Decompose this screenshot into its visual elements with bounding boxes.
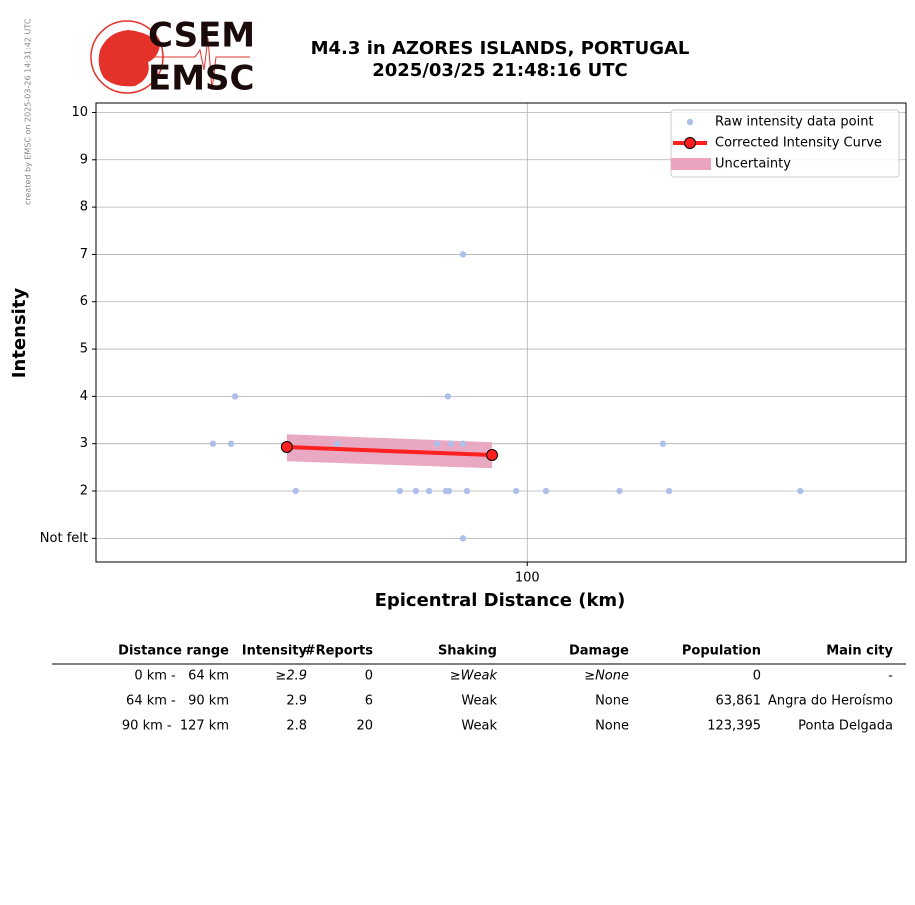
data-point: [433, 440, 441, 447]
table-cell: 123,395: [707, 719, 761, 734]
table-cell: Angra do Heroísmo: [768, 694, 893, 709]
data-point: [425, 487, 433, 495]
table-header: Shaking: [438, 644, 497, 659]
data-point: [797, 487, 804, 495]
table-cell: 0: [753, 669, 761, 684]
table-cell: Weak: [461, 719, 497, 734]
table-cell: 2.8: [286, 719, 307, 734]
data-point: [459, 535, 467, 542]
table-cell: 6: [365, 694, 373, 709]
legend-swatch: [686, 118, 694, 126]
data-point: [209, 440, 217, 447]
table-cell: 63,861: [716, 694, 762, 709]
data-point: [227, 440, 235, 447]
data-point: [542, 487, 550, 495]
data-point: [396, 487, 404, 495]
table: Distance range Intensity#Reports Shaking Da…: [52, 644, 906, 734]
table-header: Damage: [569, 644, 629, 659]
y-tick-label: 9: [80, 152, 88, 167]
legend-label: Corrected Intensity Curve: [715, 136, 882, 151]
y-tick-label: Not felt: [40, 531, 88, 546]
data-point: [463, 487, 471, 495]
y-tick-label: 10: [71, 105, 88, 120]
table-cell: ≥2.9: [275, 669, 307, 684]
plot: Not felt 2 3 4 5 6 7 8 9 10 100 Raw intensity data …: [40, 102, 907, 586]
y-tick-label: 8: [80, 200, 88, 215]
table-cell: ≥None: [584, 669, 629, 684]
table-cell: 2.9: [286, 694, 307, 709]
table-cell: 20: [356, 719, 373, 734]
table-cell: ≥Weak: [450, 669, 498, 684]
legend: Raw intensity data point Corrected Intens…: [670, 109, 900, 178]
logo-bottom: EMSC: [148, 59, 255, 99]
intensity-curve: [286, 445, 493, 458]
data-point: [444, 393, 452, 400]
data-point: [512, 487, 520, 495]
table-cell: 90 km - 127 km: [122, 719, 229, 734]
data-point: [292, 487, 300, 495]
table-cell: None: [595, 719, 629, 734]
plot-frame: [95, 102, 907, 563]
logo-map: [98, 30, 160, 87]
legend-label: Uncertainty: [715, 157, 791, 172]
legend-swatch: [671, 158, 711, 170]
data-point: [231, 393, 239, 400]
chart-subtitle: 2025/03/25 21:48:16 UTC: [372, 60, 628, 81]
y-tick-label: 5: [80, 342, 88, 357]
table-cell: 0 km - 64 km: [134, 669, 229, 684]
x-tick-label: 100: [515, 571, 540, 586]
table-cell: Ponta Delgada: [798, 719, 893, 734]
logo-wave: [150, 37, 250, 91]
data-point: [459, 440, 467, 447]
logo: CSEM EMSC: [90, 16, 255, 99]
data-point: [412, 487, 420, 495]
legend-label: Raw intensity data point: [715, 115, 874, 130]
legend-swatch: [684, 137, 696, 149]
data-point: [459, 251, 467, 258]
data-point: [665, 487, 673, 495]
y-tick-label: 3: [80, 436, 88, 451]
curve-marker: [486, 449, 499, 462]
table-cell: -: [888, 669, 893, 684]
y-tick-label: 6: [80, 294, 88, 309]
data-point: [659, 440, 667, 447]
y-tick-label: 7: [80, 247, 88, 262]
logo-top: CSEM: [148, 16, 255, 56]
data-point: [616, 487, 623, 495]
curve-marker: [280, 441, 293, 454]
chart-title: M4.3 in AZORES ISLANDS, PORTUGAL: [311, 38, 690, 59]
table-header: Intensity: [242, 644, 308, 659]
side-note: created by EMSC on 2025-03-26 14:31:42 U…: [24, 18, 33, 205]
y-tick-label: 4: [80, 389, 88, 404]
table-cell: None: [595, 694, 629, 709]
table-header: Distance range: [118, 644, 229, 659]
legend-box: [670, 109, 900, 178]
table-cell: Weak: [461, 694, 497, 709]
y-axis-label: Intensity: [9, 288, 30, 379]
table-cell: 0: [365, 669, 373, 684]
data-point: [445, 487, 453, 495]
data-point: [334, 440, 341, 447]
table-header: #Reports: [305, 644, 374, 659]
table-cell: 64 km - 90 km: [126, 694, 229, 709]
table-header: Population: [682, 644, 761, 659]
table-header: Main city: [826, 644, 893, 659]
y-tick-label: 2: [80, 484, 88, 499]
data-point: [447, 440, 455, 447]
x-axis-label: Epicentral Distance (km): [375, 590, 626, 611]
